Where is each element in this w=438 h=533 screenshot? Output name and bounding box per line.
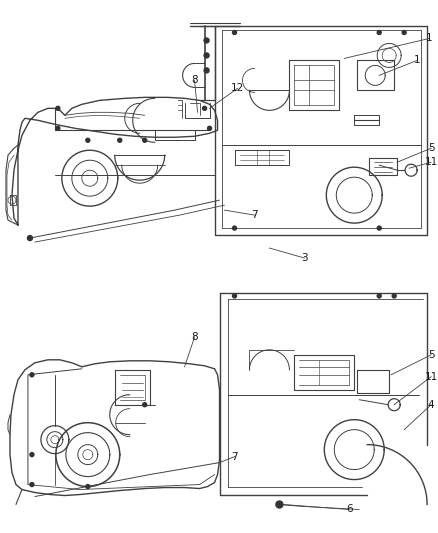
- Circle shape: [204, 68, 209, 73]
- Circle shape: [233, 30, 237, 35]
- Text: 6: 6: [346, 505, 353, 514]
- Circle shape: [28, 236, 32, 240]
- Circle shape: [118, 138, 122, 142]
- Circle shape: [392, 294, 396, 298]
- Circle shape: [276, 501, 283, 508]
- Text: 1: 1: [414, 55, 420, 66]
- Circle shape: [143, 403, 147, 407]
- Text: 7: 7: [251, 210, 258, 220]
- Circle shape: [377, 226, 381, 230]
- Text: 8: 8: [191, 332, 198, 342]
- Text: 4: 4: [428, 400, 434, 410]
- Text: 11: 11: [424, 372, 438, 382]
- Circle shape: [143, 138, 147, 142]
- Circle shape: [30, 482, 34, 487]
- Circle shape: [204, 38, 209, 43]
- Circle shape: [30, 453, 34, 457]
- Text: 5: 5: [428, 350, 434, 360]
- Text: 8: 8: [191, 75, 198, 85]
- Text: 1: 1: [426, 34, 432, 44]
- Text: 5: 5: [428, 143, 434, 154]
- Circle shape: [233, 226, 237, 230]
- Text: 7: 7: [231, 451, 238, 462]
- Circle shape: [86, 138, 90, 142]
- Circle shape: [208, 126, 212, 130]
- Circle shape: [203, 106, 207, 110]
- Circle shape: [402, 30, 406, 35]
- Circle shape: [377, 294, 381, 298]
- Circle shape: [56, 126, 60, 130]
- Circle shape: [377, 30, 381, 35]
- Circle shape: [204, 53, 209, 58]
- Text: 3: 3: [301, 253, 307, 263]
- Circle shape: [86, 484, 90, 489]
- Text: 11: 11: [424, 157, 438, 167]
- Circle shape: [56, 106, 60, 110]
- Circle shape: [30, 373, 34, 377]
- Circle shape: [233, 294, 237, 298]
- Text: 12: 12: [231, 83, 244, 93]
